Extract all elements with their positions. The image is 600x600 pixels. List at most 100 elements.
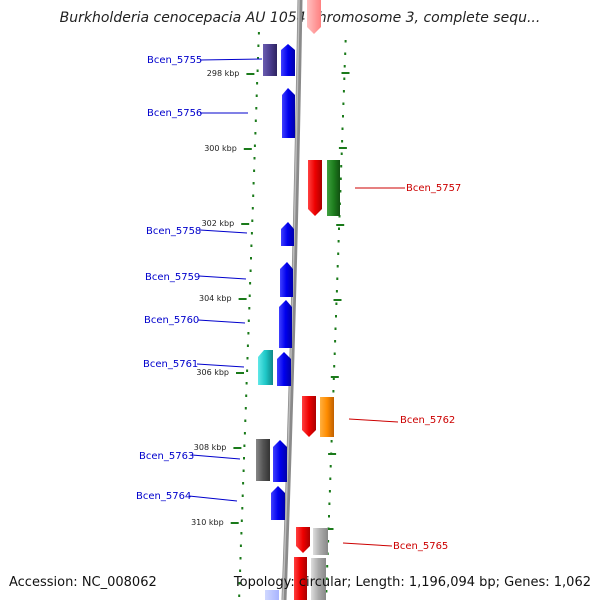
label-leaders [188,58,405,547]
gene-label-bcen-5760: Bcen_5760 [144,315,199,326]
tick-mark [243,457,245,460]
major-tick [336,224,345,226]
kbp-label: 306 kbp [196,368,229,377]
gene-cog-lightgray [313,528,328,555]
tick-mark [238,582,241,585]
tick-mark [254,132,257,135]
tick-mark [256,69,259,72]
tick-mark [329,477,332,480]
gene-bcen-5757 [308,160,322,216]
major-tick [236,372,244,374]
tick-mark [329,465,332,468]
gene-cog-gray [256,439,270,481]
gene-label-bcen-5765: Bcen_5765 [393,541,448,552]
tick-mark [257,57,259,60]
gene-bcen-5763 [273,440,287,482]
kbp-label: 302 kbp [202,219,235,228]
tick-mark [239,557,242,560]
kbp-label: 308 kbp [194,443,227,452]
tick-mark [253,169,256,172]
major-tick [246,73,255,75]
tick-mark [340,152,343,155]
tick-mark [343,77,346,80]
tick-mark [252,194,255,197]
tick-mark [250,257,252,260]
tick-mark [341,140,344,143]
tick-mark [337,240,340,243]
gene-label-bcen-5757: Bcen_5757 [406,183,461,194]
tick-mark [342,90,345,93]
kbp-label: 304 kbp [199,294,232,303]
tick-mark [242,469,245,472]
gene-bcen-5759 [280,262,293,297]
major-tick [238,298,247,300]
tick-mark [253,144,256,147]
tick-mark [240,519,243,522]
tick-mark [251,207,254,210]
tick-mark [239,569,242,572]
gene-label-bcen-5758: Bcen_5758 [146,226,201,237]
major-tick [241,223,250,225]
tick-mark [254,119,257,122]
tick-mark [344,40,347,43]
kbp-label: 310 kbp [191,518,224,527]
tick-mark [255,94,258,97]
tick-mark [338,227,340,230]
tick-mark [243,444,246,447]
gene-label-bcen-5755: Bcen_5755 [147,55,202,66]
tick-mark [253,157,256,160]
tick-mark [328,515,330,518]
tick-mark [332,390,335,393]
gene-bcen-5761 [277,352,291,386]
gene-label-bcen-5761: Bcen_5761 [143,359,198,370]
tick-mark [335,315,337,318]
tick-mark [244,407,247,410]
tick-mark [338,215,341,218]
tick-mark [256,82,259,85]
kbp-label: 300 kbp [204,144,237,153]
tick-mark [249,282,252,285]
tick-mark [252,182,255,185]
gene-cog-cyan [258,350,273,385]
tick-mark [336,265,339,268]
gene-bcen-5760 [279,300,292,348]
tick-mark [340,165,343,168]
tick-mark [344,52,347,55]
tick-mark [246,369,249,372]
tick-mark [239,544,242,547]
tick-mark [248,307,251,310]
tick-mark [337,252,340,255]
tick-mark [325,590,328,593]
tick-mark [339,177,342,180]
tick-mark [241,494,244,497]
major-tick [325,528,334,530]
gene-shapes [256,44,340,600]
tick-mark [330,440,333,443]
gene-bcen-5756 [282,88,295,138]
major-tick [338,147,347,149]
tick-mark [339,190,342,193]
tick-mark [325,577,328,580]
tick-mark [242,482,245,485]
tick-mark [328,502,331,505]
tick-mark [247,332,250,335]
tick-mark [333,352,336,355]
tick-mark [251,219,254,222]
tick-mark [341,127,344,130]
gene-cog-orange [320,397,334,437]
major-tick [333,299,342,301]
gene-bcen-5762 [302,396,316,437]
outer-tick-track [325,40,350,593]
major-tick [330,376,339,378]
partial-gene-top [307,0,321,34]
tick-mark [245,382,248,385]
tick-mark [334,340,337,343]
major-tick [328,453,337,455]
tick-mark [247,319,250,322]
major-tick [243,148,252,150]
tick-mark [333,365,336,368]
gene-label-bcen-5762: Bcen_5762 [400,415,455,426]
tick-mark [342,102,345,105]
gene-partial-lightgray-bottom [311,558,326,600]
